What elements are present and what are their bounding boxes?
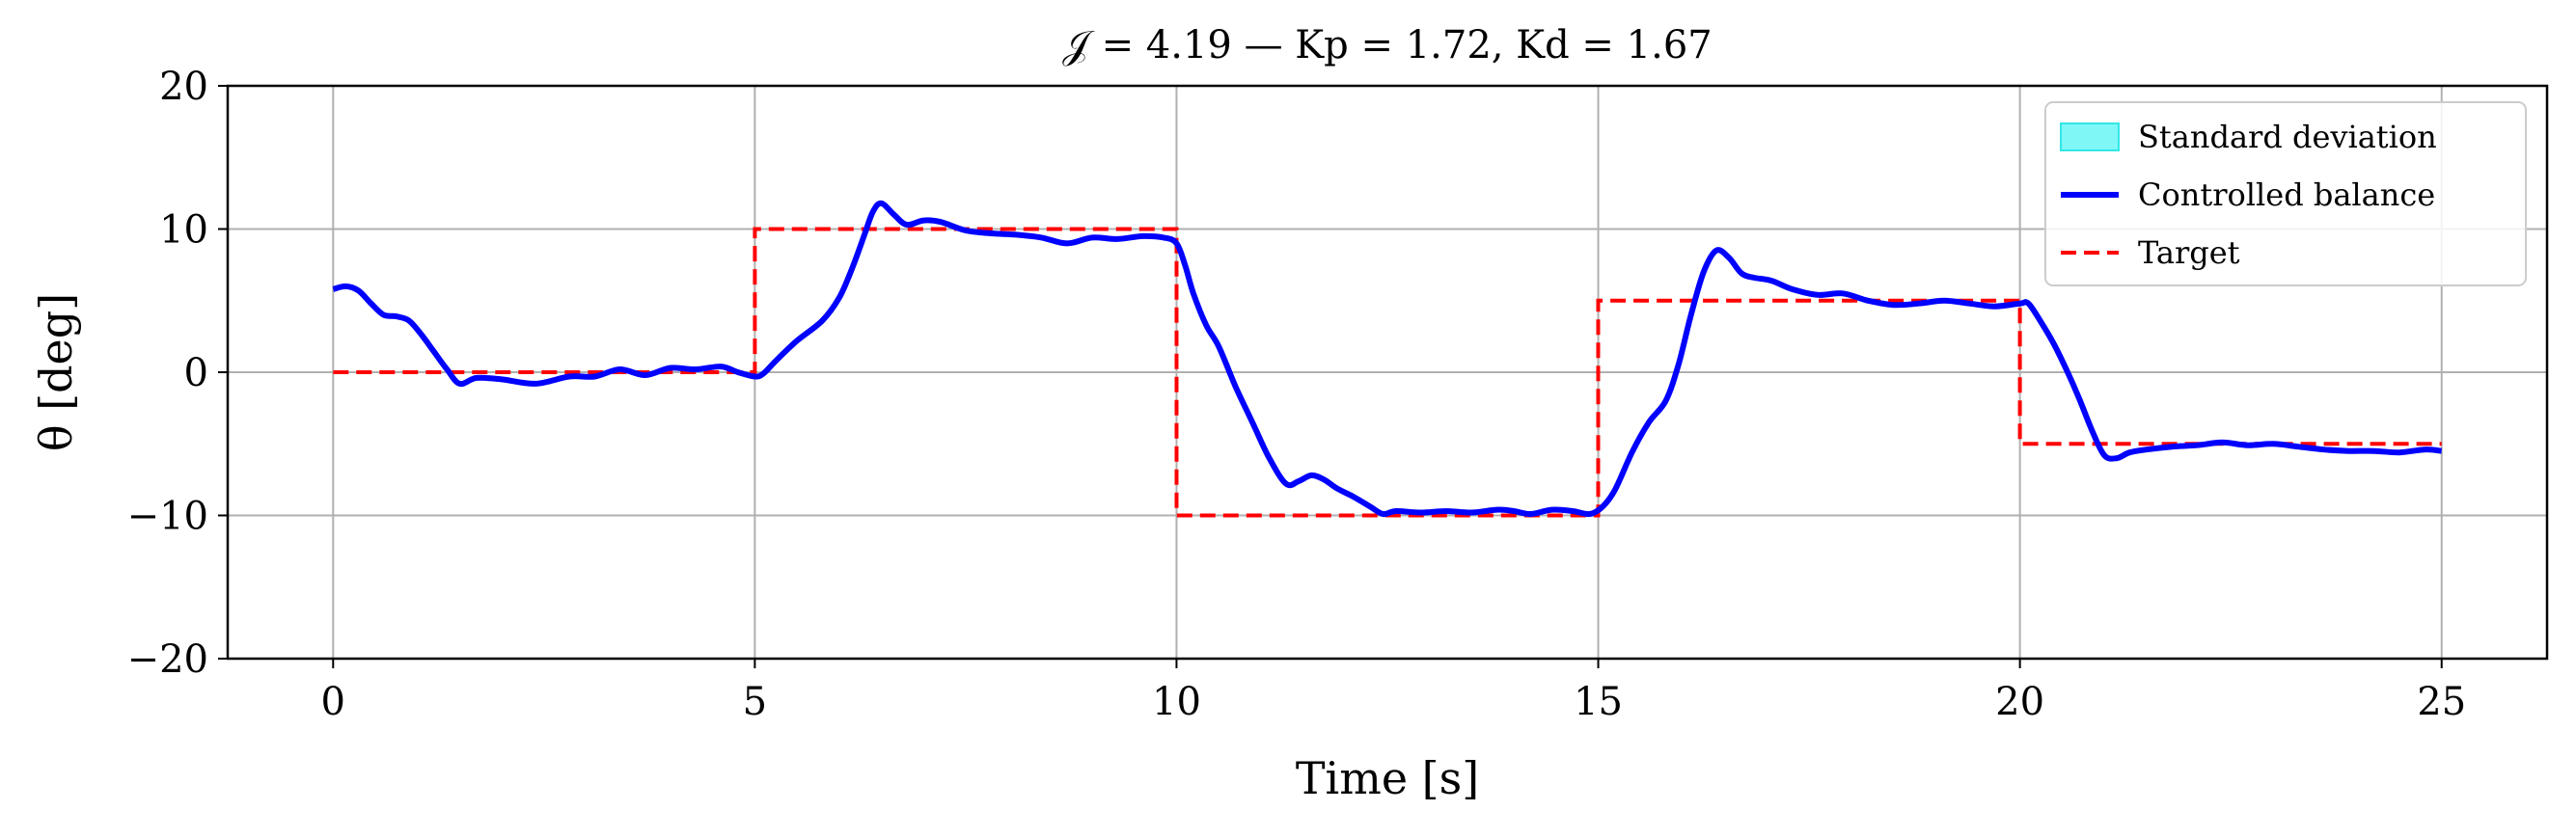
- y-tick-label: −10: [127, 495, 208, 539]
- legend: Standard deviation Controlled balance Targ…: [2044, 101, 2527, 286]
- legend-label: Standard deviation: [2138, 119, 2437, 155]
- legend-entry: Standard deviation: [2060, 119, 2437, 155]
- series-layer: [332, 200, 2443, 518]
- y-tick-label: 10: [159, 208, 208, 253]
- x-axis-title: Time [s]: [1296, 752, 1479, 804]
- y-axis-title: θ [deg]: [30, 293, 82, 451]
- x-tick-label: 10: [1152, 680, 1201, 724]
- legend-box: [2044, 101, 2527, 286]
- ticks: 0 5 10 15 20 25 20 10 0 −10 −20: [127, 65, 2467, 724]
- legend-label: Controlled balance: [2138, 176, 2435, 213]
- x-tick-label: 5: [743, 680, 767, 724]
- legend-swatch-patch: [2060, 122, 2120, 151]
- legend-entry: Controlled balance: [2061, 176, 2435, 213]
- x-tick-label: 15: [1574, 680, 1623, 724]
- legend-entry: Target: [2061, 234, 2240, 271]
- chart-title: 𝒥 = 4.19 — Kp = 1.72, Kd = 1.67: [1062, 23, 1712, 68]
- x-tick-label: 0: [321, 680, 345, 724]
- y-tick-label: 20: [159, 65, 208, 109]
- legend-label: Target: [2138, 234, 2240, 271]
- series-controlled-balance-line: [332, 200, 2443, 518]
- y-tick-label: 0: [184, 351, 208, 395]
- x-tick-label: 25: [2417, 680, 2466, 724]
- y-tick-label: −20: [127, 637, 208, 682]
- x-tick-label: 20: [1995, 680, 2044, 724]
